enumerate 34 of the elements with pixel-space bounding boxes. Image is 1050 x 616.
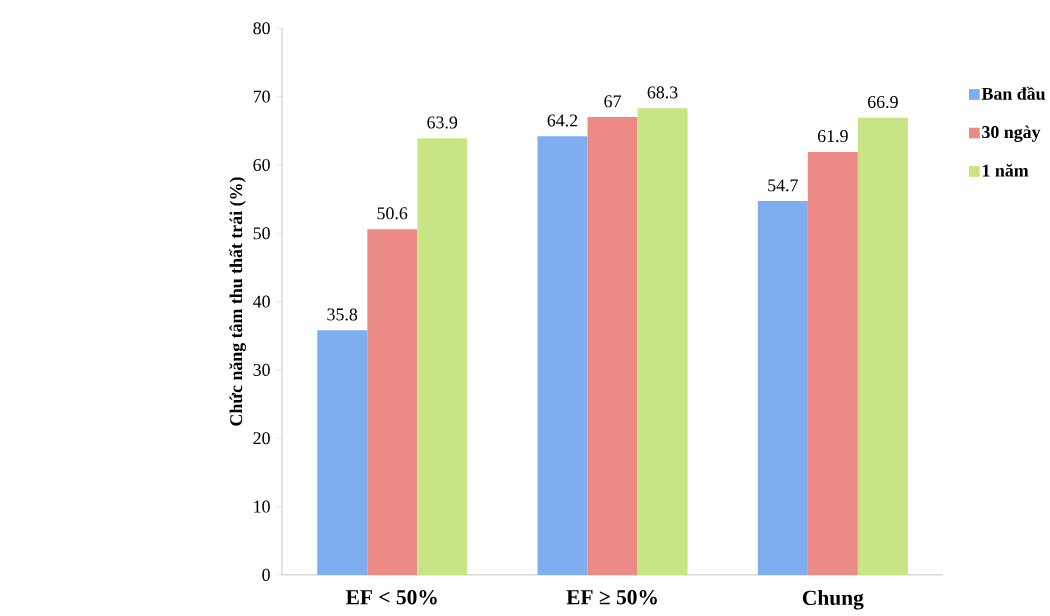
data-label: 67: [604, 95, 621, 108]
y-tick-label: 30: [253, 364, 270, 377]
legend-label: 30 ngày: [982, 125, 1041, 143]
data-label: 54.7: [768, 179, 798, 192]
data-label: 66.9: [868, 96, 898, 109]
y-tick-label: 80: [253, 22, 270, 35]
bar: [417, 138, 468, 576]
bar: [587, 117, 638, 576]
legend-label: 1 năm: [982, 164, 1029, 177]
bar: [367, 229, 418, 576]
bar: [637, 108, 688, 576]
bar: [807, 152, 858, 576]
y-tick-label: 40: [253, 295, 270, 308]
bar: [537, 136, 588, 576]
y-tick-label: 0: [262, 569, 270, 582]
data-label: 50.6: [377, 207, 408, 220]
x-tick-label: EF < 50%: [345, 590, 437, 605]
legend-label: Ban đầu: [981, 86, 1046, 101]
y-tick-label: 70: [253, 90, 270, 103]
x-tick-label: Chung: [802, 590, 864, 610]
data-label: 61.9: [817, 130, 848, 143]
y-tick-label: 60: [253, 159, 270, 172]
bar: [857, 117, 908, 576]
data-label: 64.2: [547, 114, 578, 127]
data-label: 68.3: [647, 86, 678, 99]
y-axis-title: Chức năng tâm thu thất trái (%): [229, 177, 246, 426]
x-tick-label: EF ≥ 50%: [566, 590, 657, 605]
y-tick-label: 20: [253, 432, 270, 445]
bar: [317, 330, 368, 576]
y-tick-label: 50: [253, 227, 270, 240]
data-label: 35.8: [327, 308, 358, 321]
data-label: 63.9: [427, 116, 458, 129]
bar: [757, 201, 808, 576]
y-tick-label: 10: [254, 500, 270, 513]
